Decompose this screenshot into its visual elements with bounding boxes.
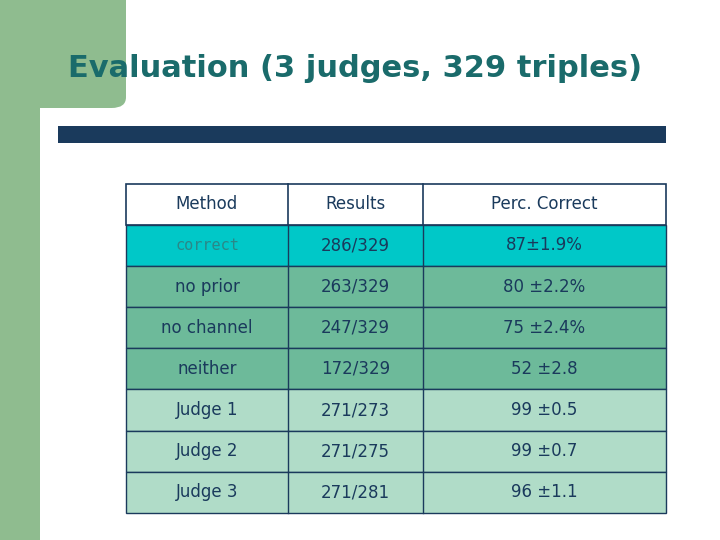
Text: Perc. Correct: Perc. Correct: [491, 195, 598, 213]
Text: 75 ±2.4%: 75 ±2.4%: [503, 319, 585, 337]
Text: correct: correct: [175, 238, 239, 253]
Text: no prior: no prior: [174, 278, 240, 295]
Text: neither: neither: [177, 360, 237, 378]
Text: 96 ±1.1: 96 ±1.1: [511, 483, 578, 502]
Text: 52 ±2.8: 52 ±2.8: [511, 360, 578, 378]
Text: 99 ±0.5: 99 ±0.5: [511, 401, 577, 419]
Text: Evaluation (3 judges, 329 triples): Evaluation (3 judges, 329 triples): [68, 54, 642, 83]
Text: 80 ±2.2%: 80 ±2.2%: [503, 278, 585, 295]
Text: 271/273: 271/273: [321, 401, 390, 419]
Text: Judge 3: Judge 3: [176, 483, 238, 502]
Text: 271/281: 271/281: [321, 483, 390, 502]
Text: no channel: no channel: [161, 319, 253, 337]
Text: 263/329: 263/329: [321, 278, 390, 295]
Text: 286/329: 286/329: [321, 237, 390, 254]
Text: Method: Method: [176, 195, 238, 213]
Text: 172/329: 172/329: [321, 360, 390, 378]
Text: 99 ±0.7: 99 ±0.7: [511, 442, 577, 460]
Text: 247/329: 247/329: [321, 319, 390, 337]
Text: Results: Results: [325, 195, 386, 213]
Text: Judge 1: Judge 1: [176, 401, 238, 419]
Text: 87±1.9%: 87±1.9%: [506, 237, 583, 254]
Text: Judge 2: Judge 2: [176, 442, 238, 460]
Text: 271/275: 271/275: [321, 442, 390, 460]
